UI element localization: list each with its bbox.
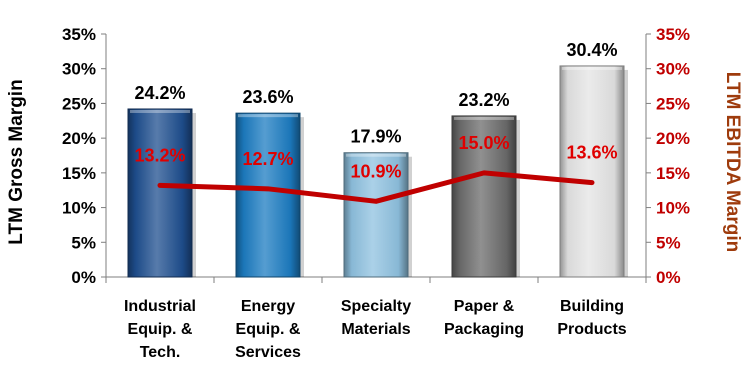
category-label-line: Tech. xyxy=(140,344,181,361)
y-axis-title: LTM Gross Margin xyxy=(6,79,27,244)
bar-bevel xyxy=(562,66,622,70)
line-data-label: 13.6% xyxy=(566,143,617,163)
y2-tick-label: 0% xyxy=(656,268,681,287)
bar xyxy=(559,65,625,278)
category-label-line: Products xyxy=(557,321,626,338)
y2-tick-label: 15% xyxy=(656,164,690,183)
category-label-line: Equip. & xyxy=(236,321,301,338)
bar-data-label: 23.2% xyxy=(458,90,509,110)
y-tick-label: 35% xyxy=(62,25,96,44)
category-label: Building Products xyxy=(557,298,626,338)
category-label-line: Paper & xyxy=(454,298,515,315)
category-label: Energy Equip. & Services xyxy=(235,298,301,361)
y2-tick-label: 30% xyxy=(656,60,690,79)
y2-axis-title: LTM EBITDA Margin xyxy=(722,72,743,252)
bar-data-label: 24.2% xyxy=(134,83,185,103)
y2-tick-label: 20% xyxy=(656,129,690,148)
bar xyxy=(235,112,301,278)
line-data-label: 15.0% xyxy=(458,133,509,153)
category-label-line: Materials xyxy=(341,321,410,338)
y2-tick-label: 25% xyxy=(656,94,690,113)
bar-data-label: 30.4% xyxy=(566,40,617,60)
y-tick-label: 25% xyxy=(62,94,96,113)
y-tick-label: 30% xyxy=(62,60,96,79)
bar xyxy=(451,115,517,278)
line-data-label: 12.7% xyxy=(242,149,293,169)
y-tick-label: 20% xyxy=(62,129,96,148)
y2-tick-label: 10% xyxy=(656,199,690,218)
y-tick-label: 10% xyxy=(62,199,96,218)
bar-bevel xyxy=(454,116,514,120)
bar-bevel xyxy=(238,114,298,118)
category-label: Specialty Materials xyxy=(341,298,411,338)
line-data-label: 13.2% xyxy=(134,145,185,165)
y-tick-label: 0% xyxy=(71,268,96,287)
y-tick-label: 15% xyxy=(62,164,96,183)
y2-tick-label: 5% xyxy=(656,233,681,252)
line-data-label: 10.9% xyxy=(350,161,401,181)
y-tick-label: 5% xyxy=(71,233,96,252)
category-label-line: Equip. & xyxy=(128,321,193,338)
y2-tick-label: 35% xyxy=(656,25,690,44)
category-label: Industrial Equip. & Tech. xyxy=(124,298,196,361)
bar-bevel xyxy=(130,109,190,113)
category-label-line: Building xyxy=(560,298,624,315)
bar-data-label: 23.6% xyxy=(242,87,293,107)
bar-bevel xyxy=(346,153,406,157)
category-label-line: Packaging xyxy=(444,321,524,338)
bar xyxy=(343,152,409,278)
category-label-line: Services xyxy=(235,344,301,361)
bar xyxy=(127,108,193,278)
category-label-line: Energy xyxy=(241,298,295,315)
bar-data-label: 17.9% xyxy=(350,127,401,147)
category-label-line: Industrial xyxy=(124,298,196,315)
category-label: Paper & Packaging xyxy=(444,298,524,338)
category-label-line: Specialty xyxy=(341,298,411,315)
